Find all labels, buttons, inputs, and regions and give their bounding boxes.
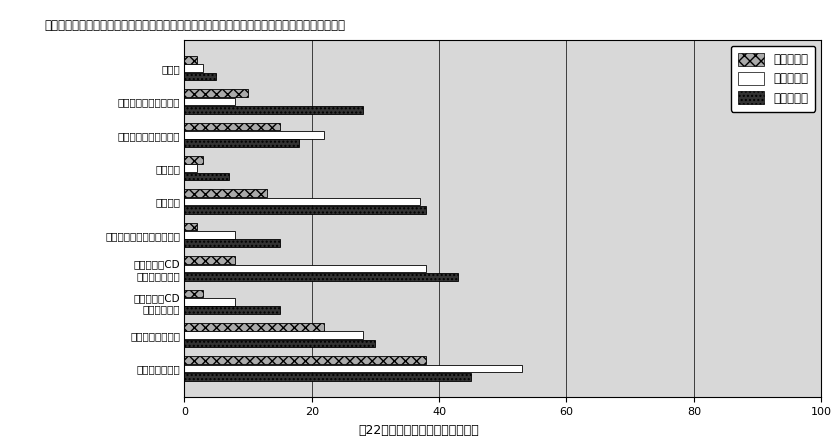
Bar	[184, 164, 197, 172]
Bar	[184, 123, 280, 131]
Bar	[184, 323, 324, 331]
Bar	[184, 206, 427, 214]
Bar	[184, 290, 204, 297]
Bar	[184, 139, 299, 147]
Bar	[184, 256, 235, 264]
Bar	[184, 273, 458, 280]
Bar	[184, 106, 363, 114]
Bar	[184, 239, 280, 247]
Bar	[184, 131, 324, 139]
Bar	[184, 331, 363, 339]
Bar	[184, 298, 235, 306]
Bar	[184, 190, 267, 197]
Text: 問９．図書館に行った人だけにお聞きします。図書館には何のために行きましたか（複数回答）: 問９．図書館に行った人だけにお聞きします。図書館には何のために行きましたか（複数…	[44, 19, 345, 32]
Bar	[184, 340, 375, 348]
Text: 図22　北島町立図書館利用の理由: 図22 北島町立図書館利用の理由	[359, 424, 479, 437]
Bar	[184, 156, 204, 164]
Bar	[184, 56, 197, 64]
Bar	[184, 265, 427, 272]
Bar	[184, 373, 471, 381]
Bar	[184, 231, 235, 239]
Bar	[184, 64, 204, 72]
Legend: 中学２年生, 小学５年生, 小学３年生: 中学２年生, 小学５年生, 小学３年生	[731, 45, 815, 112]
Bar	[184, 97, 235, 105]
Bar	[184, 89, 248, 97]
Bar	[184, 223, 197, 231]
Bar	[184, 173, 229, 180]
Bar	[184, 198, 420, 206]
Bar	[184, 356, 427, 364]
Bar	[184, 73, 216, 80]
Bar	[184, 306, 280, 314]
Bar	[184, 365, 522, 372]
